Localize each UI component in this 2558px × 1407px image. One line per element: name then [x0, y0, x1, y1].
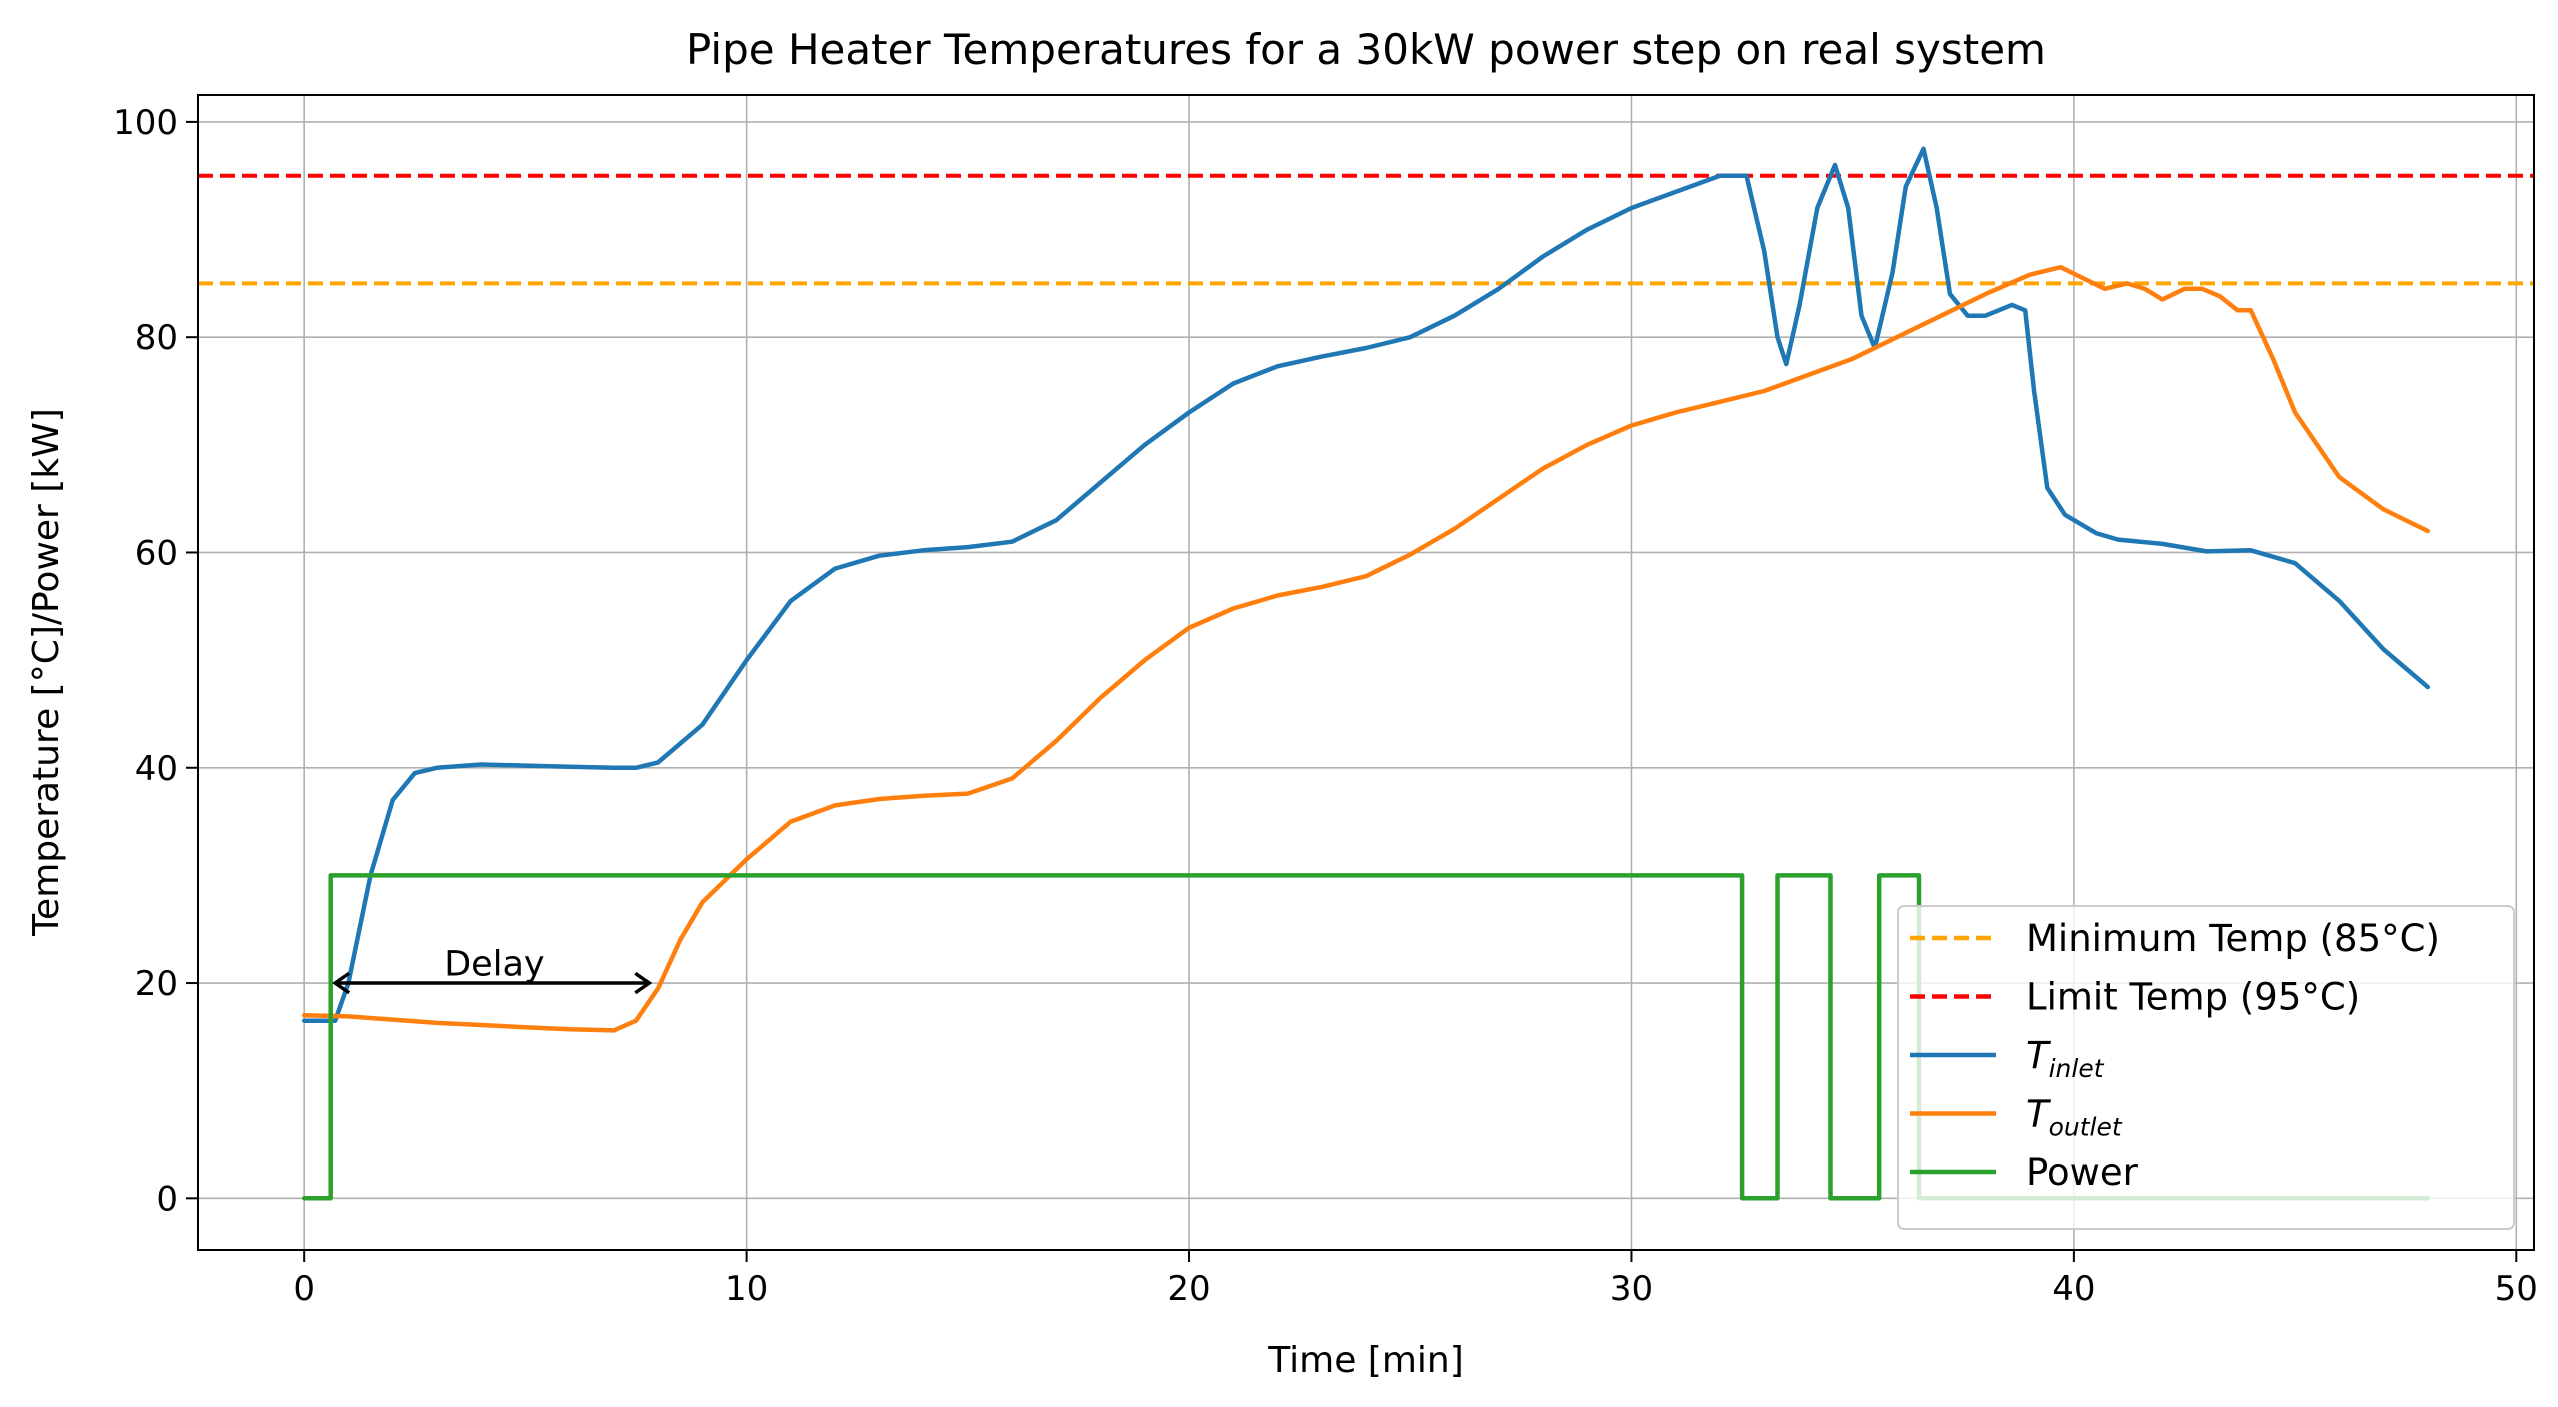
legend: Minimum Temp (85°C) Limit Temp (95°C) Tinl…	[1897, 905, 2515, 1230]
series-line	[301, 264, 2431, 1033]
x-tick-label: 20	[1167, 1269, 1210, 1309]
legend-label: Minimum Temp (85°C)	[2026, 917, 2440, 960]
y-tick-label: 40	[135, 749, 178, 789]
y-tick-label: 0	[156, 1179, 178, 1219]
legend-label: Tinlet	[2026, 1034, 2105, 1083]
legend-label-subscript: outlet	[2049, 1113, 2123, 1142]
y-tick-label: 60	[135, 533, 178, 573]
legend-label: Power	[2026, 1151, 2139, 1194]
x-tick-label: 0	[293, 1269, 315, 1309]
x-tick-label: 30	[1610, 1269, 1653, 1309]
y-tick-label: 100	[113, 103, 178, 143]
legend-label: Toutlet	[2026, 1093, 2123, 1142]
legend-label: Limit Temp (95°C)	[2026, 976, 2360, 1019]
arrow-head-left	[332, 971, 351, 995]
series-line	[301, 146, 2431, 1023]
delay-annotation: Delay	[444, 945, 544, 985]
legend-label-main: T	[2026, 1093, 2051, 1136]
x-tick-label: 40	[2052, 1269, 2095, 1309]
series-lines	[301, 146, 2431, 1201]
plot-frame	[197, 94, 2535, 1251]
legend-label-subscript: inlet	[2049, 1054, 2105, 1083]
arrow-head-right	[634, 971, 653, 995]
y-axis-label: Temperature [°C]/Power [kW]	[26, 408, 67, 937]
series-line	[301, 873, 2431, 1201]
x-axis-label: Time [min]	[1267, 1340, 1464, 1381]
annotations: Delay	[332, 945, 653, 995]
grid	[198, 95, 2534, 1250]
chart-title: Pipe Heater Temperatures for a 30kW powe…	[686, 25, 2046, 74]
x-tick-label: 10	[725, 1269, 768, 1309]
x-tick-label: 50	[2495, 1269, 2538, 1309]
x-ticks: 0 10 20 30 40 50	[293, 1250, 2538, 1309]
legend-box	[1897, 905, 2515, 1230]
y-tick-label: 80	[135, 318, 178, 358]
y-ticks: 0 20 40 60 80 100	[113, 103, 198, 1219]
reference-lines	[198, 173, 2534, 286]
y-tick-label: 20	[135, 964, 178, 1004]
legend-label-main: T	[2026, 1034, 2051, 1077]
